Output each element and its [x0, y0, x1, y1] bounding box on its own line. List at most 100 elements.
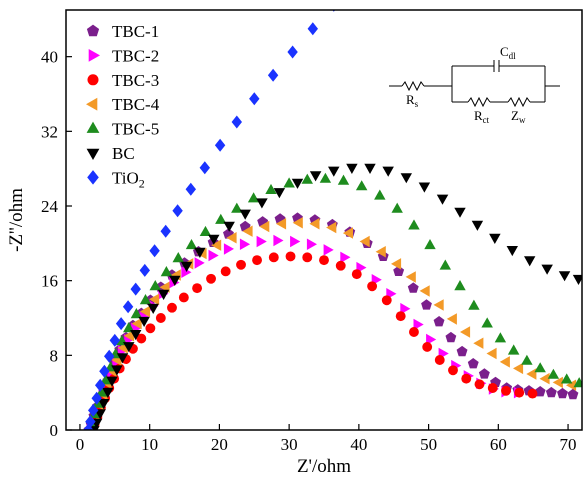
data-point-tbc-3	[220, 266, 231, 277]
data-point-tbc-1	[433, 316, 445, 327]
data-point-bc	[489, 233, 501, 244]
data-point-tbc-5	[231, 202, 243, 213]
data-point-tbc-4	[226, 232, 237, 244]
data-point-tbc-5	[374, 189, 386, 200]
data-point-tbc-3	[236, 259, 246, 270]
data-point-tbc-5	[481, 317, 493, 328]
data-point-tbc-3	[319, 255, 329, 266]
data-point-bc	[558, 271, 571, 282]
data-point-tbc-5	[160, 266, 173, 277]
data-point-tbc-5	[355, 180, 368, 191]
data-point-tio2	[91, 391, 102, 405]
legend-label-tio2: TiO2	[112, 168, 145, 190]
data-point-bc	[418, 182, 431, 193]
axis-ticks: 0 10 20 30 40 50 60 70 0 8 16 24 32 40	[41, 48, 577, 454]
legend-marker-tbc-3	[87, 74, 99, 86]
data-point-tbc-2	[290, 235, 301, 248]
legend-marker-bc	[86, 148, 100, 160]
data-point-tbc-3	[351, 269, 362, 280]
data-point-tbc-3	[461, 373, 472, 384]
data-point-bc	[436, 194, 449, 205]
data-point-tbc-3	[514, 387, 525, 398]
data-point-tbc-5	[199, 225, 212, 236]
data-point-tbc-3	[136, 333, 147, 344]
data-point-tbc-3	[302, 252, 313, 263]
data-point-tbc-5	[130, 308, 143, 319]
data-point-tbc-5	[468, 299, 480, 310]
data-point-tbc-5	[95, 386, 108, 397]
data-point-tbc-3	[381, 295, 392, 306]
data-point-tbc-1	[567, 388, 579, 400]
data-point-tbc-4	[419, 285, 430, 297]
data-point-tbc-4	[391, 258, 402, 270]
legend-marker-tbc-4	[86, 97, 98, 111]
data-point-bc	[572, 274, 582, 285]
data-point-tio2	[172, 204, 183, 218]
data-point-tbc-2	[208, 249, 219, 262]
data-point-tbc-3	[527, 388, 538, 399]
rs-resistor-icon	[401, 80, 425, 92]
data-points	[83, 10, 582, 430]
data-point-tbc-5	[149, 280, 161, 291]
data-point-tbc-1	[478, 368, 490, 379]
data-point-tbc-2	[323, 244, 334, 256]
data-point-tbc-3	[167, 302, 177, 313]
data-point-tio2	[287, 45, 298, 59]
data-point-tbc-3	[367, 281, 378, 292]
data-point-tbc-4	[473, 337, 484, 349]
zw-label: Zw	[511, 108, 526, 125]
data-point-bc	[328, 166, 340, 177]
data-point-tbc-5	[139, 294, 152, 305]
legend: TBC-1 TBC-2 TBC-3 TBC-4 TBC-5 BC TiO2	[86, 22, 160, 190]
data-point-tbc-1	[421, 299, 432, 310]
x-tick-label: 10	[141, 435, 158, 454]
data-point-tbc-5	[521, 354, 533, 365]
data-point-tbc-5	[507, 344, 520, 355]
data-point-tbc-4	[259, 220, 270, 233]
data-point-tio2	[99, 364, 110, 378]
data-point-tbc-4	[539, 372, 550, 385]
data-point-tbc-3	[474, 379, 485, 390]
legend-marker-tbc-1	[86, 24, 100, 37]
data-point-tbc-4	[526, 368, 537, 380]
data-point-bc	[102, 387, 114, 398]
data-point-bc	[273, 188, 286, 199]
data-point-tio2	[139, 263, 150, 277]
data-point-tbc-3	[422, 341, 433, 352]
legend-label-tbc-1: TBC-1	[112, 22, 159, 41]
data-point-tbc-4	[242, 225, 253, 237]
data-point-tbc-5	[560, 373, 573, 384]
data-point-tbc-4	[211, 239, 222, 251]
data-point-tbc-5	[454, 280, 466, 291]
data-point-tbc-5	[337, 174, 350, 185]
data-point-tbc-4	[149, 293, 160, 306]
equivalent-circuit	[389, 60, 560, 108]
data-point-tbc-3	[501, 385, 511, 396]
data-point-bc	[147, 303, 159, 314]
data-point-bc	[223, 221, 235, 232]
legend-label-tbc-2: TBC-2	[112, 46, 159, 65]
data-point-tbc-3	[335, 260, 346, 271]
data-point-tbc-1	[456, 345, 468, 357]
data-point-tio2	[267, 68, 279, 82]
data-point-tbc-5	[573, 377, 582, 388]
legend-marker-tbc-5	[86, 121, 100, 133]
data-point-tbc-4	[460, 326, 471, 338]
data-point-tbc-5	[185, 239, 198, 250]
data-point-bc	[208, 234, 220, 245]
rct-label: Rct	[474, 108, 490, 125]
data-point-bc	[256, 198, 268, 209]
data-point-bc	[106, 376, 118, 387]
y-tick-label: 16	[41, 272, 58, 291]
zw-warburg-icon	[507, 96, 531, 108]
data-point-tio2	[83, 423, 94, 430]
data-point-bc	[180, 261, 193, 272]
x-tick-label: 0	[76, 435, 85, 454]
data-point-tbc-3	[268, 252, 279, 263]
data-point-tbc-4	[139, 305, 151, 318]
data-point-tbc-3	[448, 365, 458, 376]
data-point-bc	[400, 173, 412, 184]
y-tick-label: 8	[50, 346, 59, 365]
data-point-tbc-3	[409, 327, 419, 337]
data-point-tio2	[109, 333, 120, 347]
